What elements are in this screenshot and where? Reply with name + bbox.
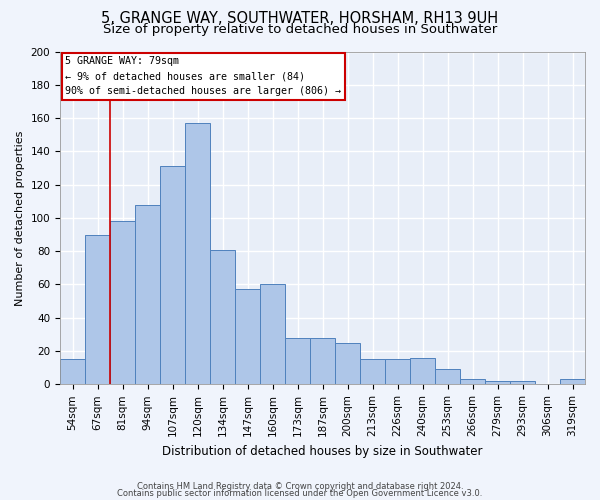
Bar — [260, 284, 285, 384]
Bar — [85, 234, 110, 384]
Y-axis label: Number of detached properties: Number of detached properties — [15, 130, 25, 306]
Bar — [235, 290, 260, 384]
Bar — [60, 360, 85, 384]
Text: 5, GRANGE WAY, SOUTHWATER, HORSHAM, RH13 9UH: 5, GRANGE WAY, SOUTHWATER, HORSHAM, RH13… — [101, 11, 499, 26]
Bar — [385, 360, 410, 384]
X-axis label: Distribution of detached houses by size in Southwater: Distribution of detached houses by size … — [162, 444, 483, 458]
Bar — [485, 381, 510, 384]
Bar — [335, 342, 360, 384]
Bar — [110, 221, 135, 384]
Bar — [560, 380, 585, 384]
Bar — [185, 123, 210, 384]
Bar — [510, 381, 535, 384]
Bar — [310, 338, 335, 384]
Bar — [135, 204, 160, 384]
Text: Size of property relative to detached houses in Southwater: Size of property relative to detached ho… — [103, 22, 497, 36]
Bar — [210, 250, 235, 384]
Text: Contains public sector information licensed under the Open Government Licence v3: Contains public sector information licen… — [118, 489, 482, 498]
Bar — [285, 338, 310, 384]
Bar — [460, 380, 485, 384]
Text: Contains HM Land Registry data © Crown copyright and database right 2024.: Contains HM Land Registry data © Crown c… — [137, 482, 463, 491]
Bar — [160, 166, 185, 384]
Bar — [435, 370, 460, 384]
Text: 5 GRANGE WAY: 79sqm
← 9% of detached houses are smaller (84)
90% of semi-detache: 5 GRANGE WAY: 79sqm ← 9% of detached hou… — [65, 56, 341, 96]
Bar — [410, 358, 435, 384]
Bar — [360, 360, 385, 384]
